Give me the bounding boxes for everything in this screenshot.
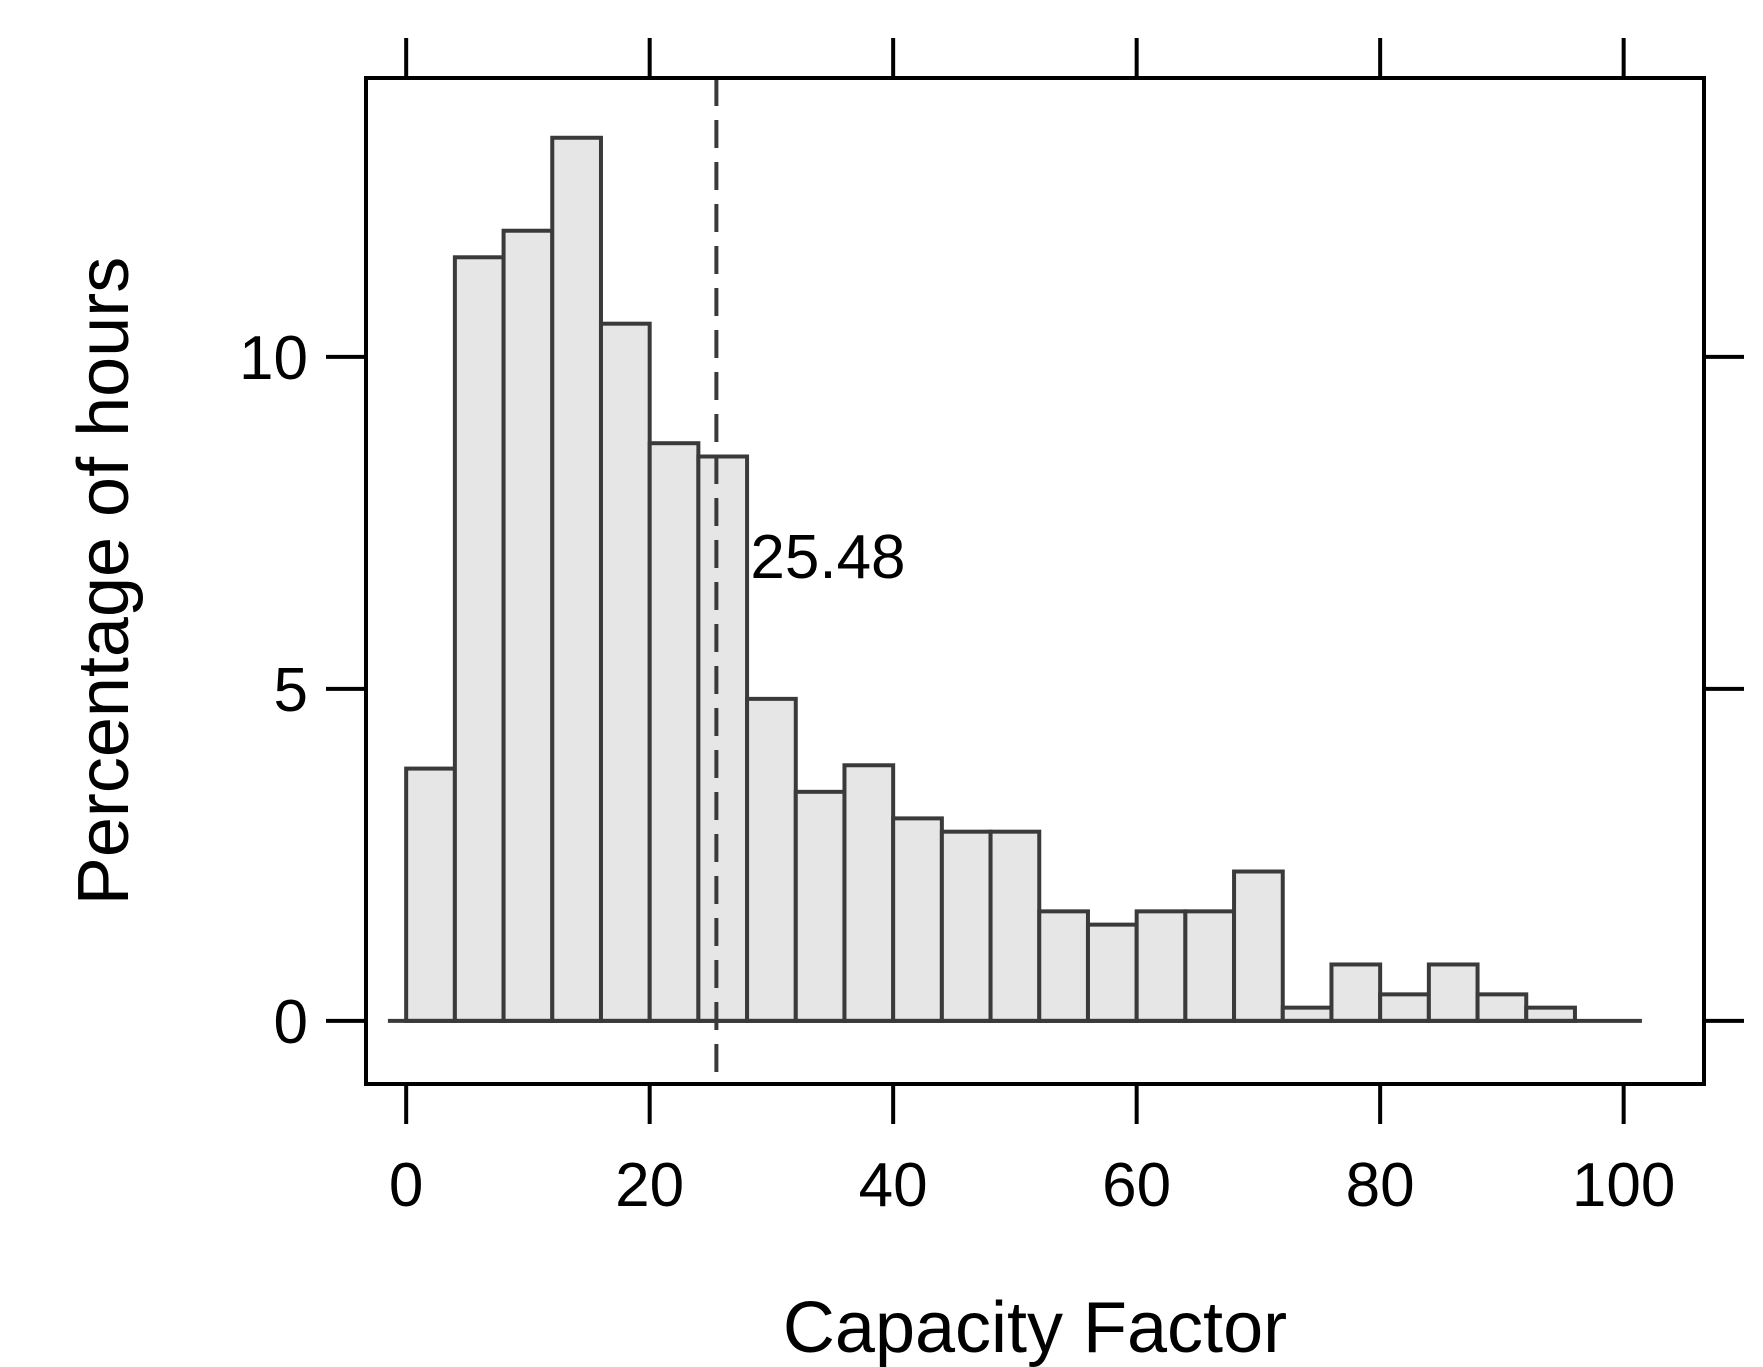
- histogram-bar: [1183, 909, 1237, 1023]
- histogram-bar: [647, 441, 701, 1023]
- histogram-bar: [745, 696, 798, 1023]
- axes: 0 20 40 60 80 100 0 5 10: [239, 38, 1744, 1220]
- histogram-bar: [1329, 962, 1383, 1023]
- x-tick-label: 80: [1346, 1151, 1415, 1220]
- histogram-bar: [1475, 992, 1529, 1023]
- x-tick-label: 40: [859, 1151, 928, 1220]
- bars: [404, 135, 1577, 1023]
- histogram-bar: [988, 829, 1042, 1023]
- histogram-bar: [550, 135, 603, 1023]
- x-tick-label: 60: [1102, 1151, 1171, 1220]
- histogram-bar: [598, 321, 652, 1023]
- y-axis-title: Percentage of hours: [64, 257, 144, 905]
- histogram-bar: [891, 816, 944, 1023]
- histogram-bar: [1134, 909, 1188, 1023]
- x-tick-label: 0: [389, 1151, 423, 1220]
- y-tick-label: 10: [239, 324, 308, 393]
- plot-frame: [364, 76, 1706, 1086]
- x-tick-label: 20: [615, 1151, 684, 1220]
- y-tick-label: 5: [274, 656, 308, 725]
- histogram-bar: [1085, 922, 1139, 1023]
- histogram-bar: [1426, 962, 1480, 1023]
- x-tick-label: 100: [1572, 1151, 1675, 1220]
- histogram-bar: [501, 228, 555, 1023]
- histogram-bar: [452, 255, 506, 1023]
- y-tick-label: 0: [274, 988, 308, 1057]
- histogram-bar: [1378, 992, 1431, 1023]
- histogram-bar: [1232, 869, 1285, 1023]
- histogram-bar: [404, 766, 457, 1023]
- reference-line-label: 25.48: [750, 523, 905, 592]
- histogram-bar: [793, 789, 847, 1023]
- histogram-bar: [939, 829, 993, 1023]
- histogram-bar: [696, 454, 750, 1023]
- histogram-bar: [1037, 909, 1090, 1023]
- x-axis-title: Capacity Factor: [783, 1288, 1287, 1367]
- histogram-bar: [842, 763, 896, 1023]
